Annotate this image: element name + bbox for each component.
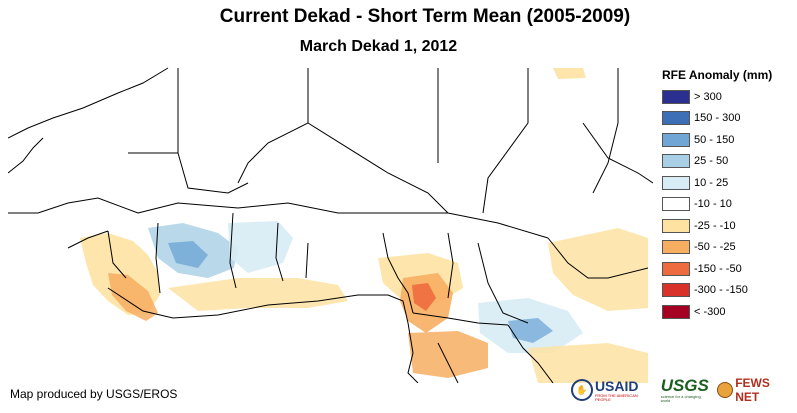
legend-item: -25 - -10 (662, 215, 772, 237)
country-boundaries (8, 67, 653, 383)
legend-label: 50 - 150 (694, 133, 735, 146)
legend-label: 10 - 25 (694, 176, 729, 189)
legend-item: -300 - -150 (662, 280, 772, 302)
legend-label: > 300 (694, 90, 722, 103)
legend-swatch (662, 283, 690, 298)
legend-item: -150 - -50 (662, 258, 772, 280)
legend-swatch (662, 197, 690, 212)
legend-item: -10 - 10 (662, 194, 772, 216)
patch-negative-south (528, 343, 648, 383)
patch-negative-east (548, 228, 648, 311)
fews-net-logo: FEWS NET (717, 376, 797, 404)
fews-net-text: FEWS NET (735, 376, 770, 404)
legend: RFE Anomaly (mm) > 300 150 - 300 50 - 150 2… (662, 68, 772, 323)
legend-swatch (662, 154, 690, 169)
usgs-tagline: science for a changing world (660, 394, 701, 403)
rainfall-anomaly-map (8, 63, 653, 383)
legend-label: 25 - 50 (694, 155, 729, 168)
usaid-logo: USAID FROM THE AMERICAN PEOPLE (595, 379, 655, 402)
legend-label: -10 - 10 (694, 198, 732, 211)
patch-negative-liberia (108, 273, 158, 321)
legend-label: < -300 (694, 305, 726, 318)
legend-swatch (662, 218, 690, 233)
legend-swatch (662, 261, 690, 276)
legend-label: -300 - -150 (694, 284, 748, 297)
map-title: Current Dekad - Short Term Mean (2005-20… (219, 6, 631, 27)
usaid-tagline: FROM THE AMERICAN PEOPLE (594, 392, 638, 402)
legend-swatch (662, 240, 690, 255)
globe-icon (717, 382, 734, 398)
patch-positive-core (168, 241, 208, 268)
usaid-logo-text: USAID (594, 377, 639, 394)
map-subtitle: March Dekad 1, 2012 (299, 38, 458, 55)
legend-swatch (662, 132, 690, 147)
legend-label: 150 - 300 (694, 112, 741, 125)
legend-item: 25 - 50 (662, 151, 772, 173)
usgs-logo-text: USGS (660, 376, 709, 395)
legend-swatch (662, 89, 690, 104)
legend-items: > 300 150 - 300 50 - 150 25 - 50 10 - 25 -10 … (662, 86, 772, 323)
legend-label: -50 - -25 (694, 241, 736, 254)
patch-strong-negative (412, 283, 436, 311)
legend-swatch (662, 111, 690, 126)
legend-label: -25 - -10 (694, 219, 736, 232)
legend-item: < -300 (662, 301, 772, 323)
legend-label: -150 - -50 (694, 262, 742, 275)
map-credit: Map produced by USGS/EROS (10, 387, 178, 401)
patch-positive-congo-core (508, 318, 553, 343)
legend-title: RFE Anomaly (mm) (662, 68, 773, 82)
patch-negative-north (553, 68, 586, 79)
usaid-seal-icon: ✋ (571, 379, 593, 401)
legend-item: 10 - 25 (662, 172, 772, 194)
legend-item: -50 - -25 (662, 237, 772, 259)
legend-swatch (662, 304, 690, 319)
patch-negative-gabon (408, 331, 488, 378)
legend-item: > 300 (662, 86, 772, 108)
agency-logos: ✋ USAID FROM THE AMERICAN PEOPLE USGS sc… (571, 376, 797, 404)
legend-item: 150 - 300 (662, 108, 772, 130)
legend-item: 50 - 150 (662, 129, 772, 151)
usgs-logo: USGS science for a changing world (661, 377, 712, 403)
legend-swatch (662, 175, 690, 190)
patch-negative-coast (168, 278, 348, 311)
